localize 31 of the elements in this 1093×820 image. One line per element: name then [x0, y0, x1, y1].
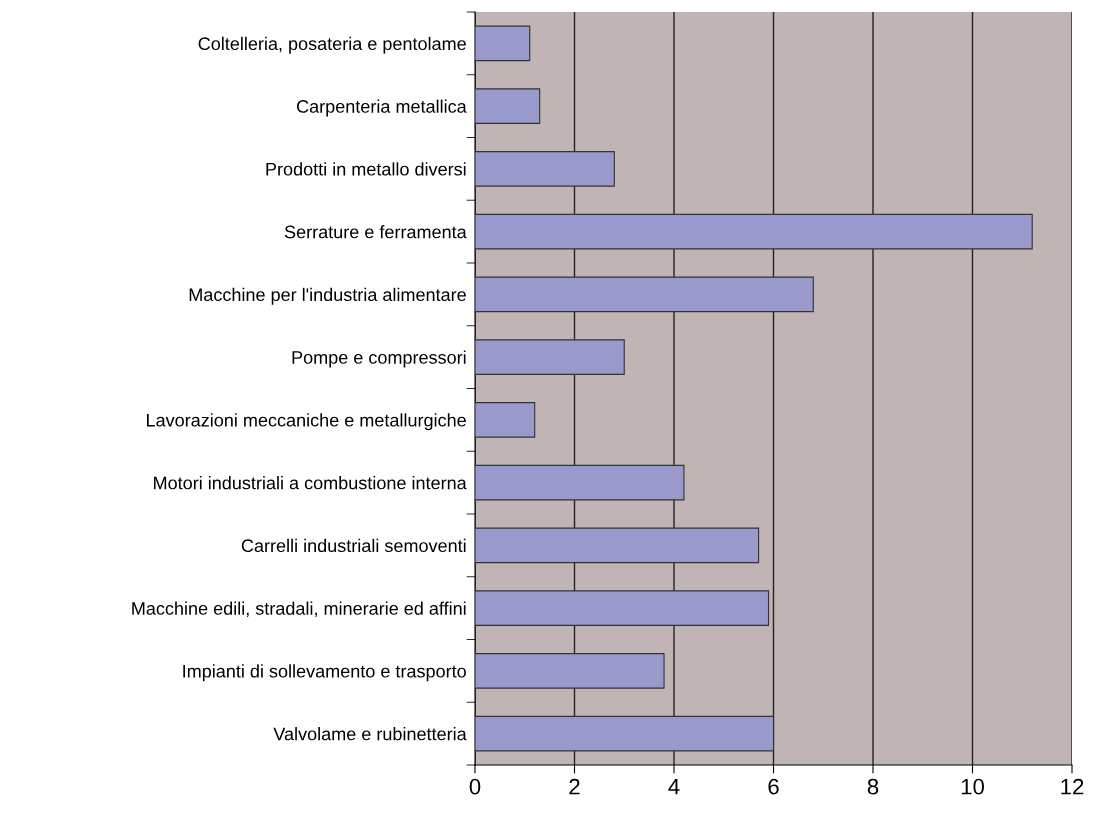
x-tick-label: 12	[1061, 778, 1084, 795]
bar	[475, 464, 685, 501]
x-tick-label: 10	[961, 778, 984, 795]
y-tick-label: Carrelli industriali semoventi	[241, 538, 466, 553]
x-tick-label: 4	[668, 779, 680, 795]
x-tick-label: 2	[569, 778, 580, 795]
bar	[475, 653, 665, 689]
y-tick-label: Serrature e ferramenta	[284, 225, 467, 239]
x-tick-label: 8	[867, 778, 879, 795]
bar	[475, 276, 814, 313]
bar	[475, 339, 625, 375]
bar	[475, 151, 615, 187]
y-tick-label: Coltelleria, posateria e pentolame	[198, 36, 466, 54]
bar	[475, 715, 775, 752]
bar	[475, 590, 770, 626]
y-tick-label: Lavorazioni meccaniche e metallurgiche	[147, 413, 466, 431]
y-tick-label: Pompe e compressori	[292, 350, 466, 368]
bar	[475, 527, 760, 564]
bar	[475, 88, 541, 124]
x-tick-label: 0	[469, 778, 481, 795]
y-tick-label: Macchine edili, stradali, minerarie ed affini	[132, 601, 466, 617]
bar	[475, 213, 1033, 250]
y-tick-label: Valvolame e rubinetteria	[273, 727, 467, 741]
y-tick-label: Impianti di sollevamento e trasporto	[183, 664, 466, 682]
bar	[475, 402, 536, 438]
bar	[475, 25, 531, 62]
y-tick-label: Carpenteria metallica	[296, 99, 467, 117]
x-tick-label: 6	[768, 778, 779, 795]
y-tick-label: Motori industriali a combustione interna	[154, 476, 467, 490]
y-tick-label: Prodotti in metallo diversi	[266, 162, 466, 176]
y-tick-label: Macchine per l'industria alimentare	[189, 287, 466, 305]
